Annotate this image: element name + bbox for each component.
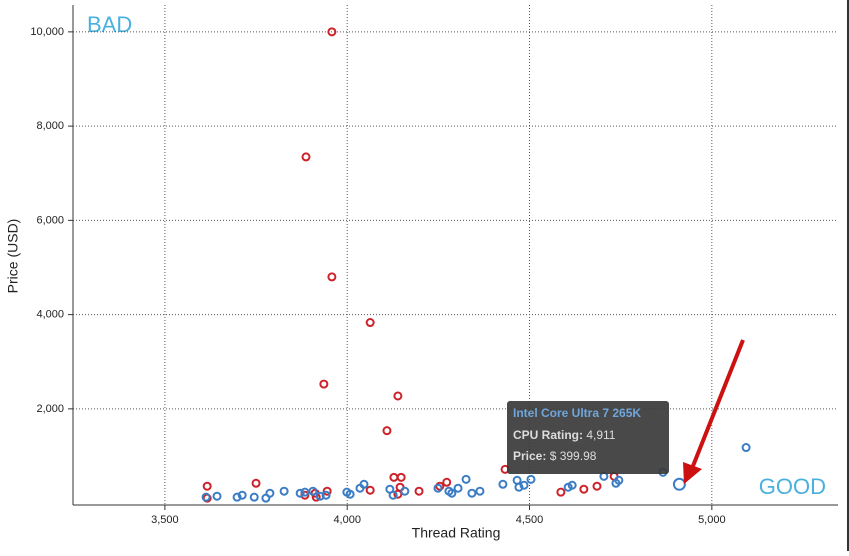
scatter-point xyxy=(475,486,485,496)
arrow-shaft xyxy=(691,339,745,467)
scatter-point xyxy=(249,492,259,502)
x-tick-label: 4,000 xyxy=(333,514,361,526)
scatter-point xyxy=(365,485,375,495)
scatter-point xyxy=(315,491,325,501)
scatter-point xyxy=(308,486,318,496)
scatter-point xyxy=(414,486,424,496)
scatter-point xyxy=(447,488,457,498)
scatter-point xyxy=(672,477,686,491)
scatter-point xyxy=(265,488,275,498)
scatter-point xyxy=(300,487,310,497)
scatter-point xyxy=(400,486,410,496)
tooltip-rating-label: CPU Rating: xyxy=(513,428,583,442)
y-tick-label: 4,000 xyxy=(36,309,64,321)
scatter-point xyxy=(442,477,452,487)
scatter-point xyxy=(519,480,529,490)
scatter-point xyxy=(345,489,355,499)
scatter-point xyxy=(279,486,289,496)
scatter-point xyxy=(514,482,524,492)
scatter-point xyxy=(567,480,577,490)
scatter-point xyxy=(319,379,329,389)
scatter-point xyxy=(741,443,751,453)
x-axis-label: Thread Rating xyxy=(412,525,501,541)
scatter-point xyxy=(327,272,337,282)
scatter-point xyxy=(359,479,369,489)
scatter-point xyxy=(321,490,331,500)
scatter-point xyxy=(301,152,311,162)
scatter-point xyxy=(512,475,522,485)
scatter-point xyxy=(556,487,566,497)
scatter-point xyxy=(389,472,399,482)
scatter-point xyxy=(388,490,398,500)
scatter-point xyxy=(393,391,403,401)
scatter-point xyxy=(212,491,222,501)
scatter-point xyxy=(382,426,392,436)
scatter-point xyxy=(365,318,375,328)
x-tick-label: 5,000 xyxy=(698,514,726,526)
y-tick-label: 2,000 xyxy=(36,403,64,415)
scatter-point xyxy=(467,488,477,498)
tooltip: Intel Core Ultra 7 265K CPU Rating: 4,91… xyxy=(507,401,669,474)
scatter-point xyxy=(237,490,247,500)
scatter-point xyxy=(202,481,212,491)
scatter-point xyxy=(327,27,337,37)
x-tick-label: 3,500 xyxy=(151,514,179,526)
scatter-point xyxy=(579,484,589,494)
scatter-point xyxy=(251,478,261,488)
y-tick-label: 6,000 xyxy=(36,214,64,226)
good-annotation: GOOD xyxy=(759,474,826,499)
scatter-point xyxy=(232,492,242,502)
scatter-point xyxy=(396,472,406,482)
y-tick-label: 10,000 xyxy=(30,26,64,38)
scatter-point xyxy=(322,486,332,496)
scatter-point xyxy=(393,489,403,499)
arrow xyxy=(683,339,745,484)
tooltip-rating: CPU Rating: 4,911 xyxy=(513,428,616,442)
scatter-point xyxy=(201,492,211,502)
y-axis-label: Price (USD) xyxy=(5,219,21,294)
scatter-point xyxy=(614,475,624,485)
scatter-point xyxy=(295,488,305,498)
tooltip-title: Intel Core Ultra 7 265K xyxy=(513,406,641,420)
scatter-point xyxy=(592,481,602,491)
tooltip-price-label: Price: xyxy=(513,449,546,463)
scatter-point xyxy=(461,474,471,484)
scatter-point xyxy=(435,481,445,491)
tooltip-rating-value: 4,911 xyxy=(586,428,615,442)
bad-annotation: BAD xyxy=(87,12,132,37)
tooltip-box xyxy=(507,401,669,474)
x-tick-label: 4,500 xyxy=(516,514,544,526)
tooltip-price-value: $ 399.98 xyxy=(550,449,597,463)
y-tick-label: 8,000 xyxy=(36,120,64,132)
arrow-head xyxy=(683,462,702,484)
scatter-point xyxy=(433,483,443,493)
scatter-point xyxy=(300,490,310,500)
tooltip-price: Price: $ 399.98 xyxy=(513,449,597,463)
scatter-point xyxy=(526,474,536,484)
scatter-point xyxy=(498,479,508,489)
scatter-point xyxy=(453,483,463,493)
